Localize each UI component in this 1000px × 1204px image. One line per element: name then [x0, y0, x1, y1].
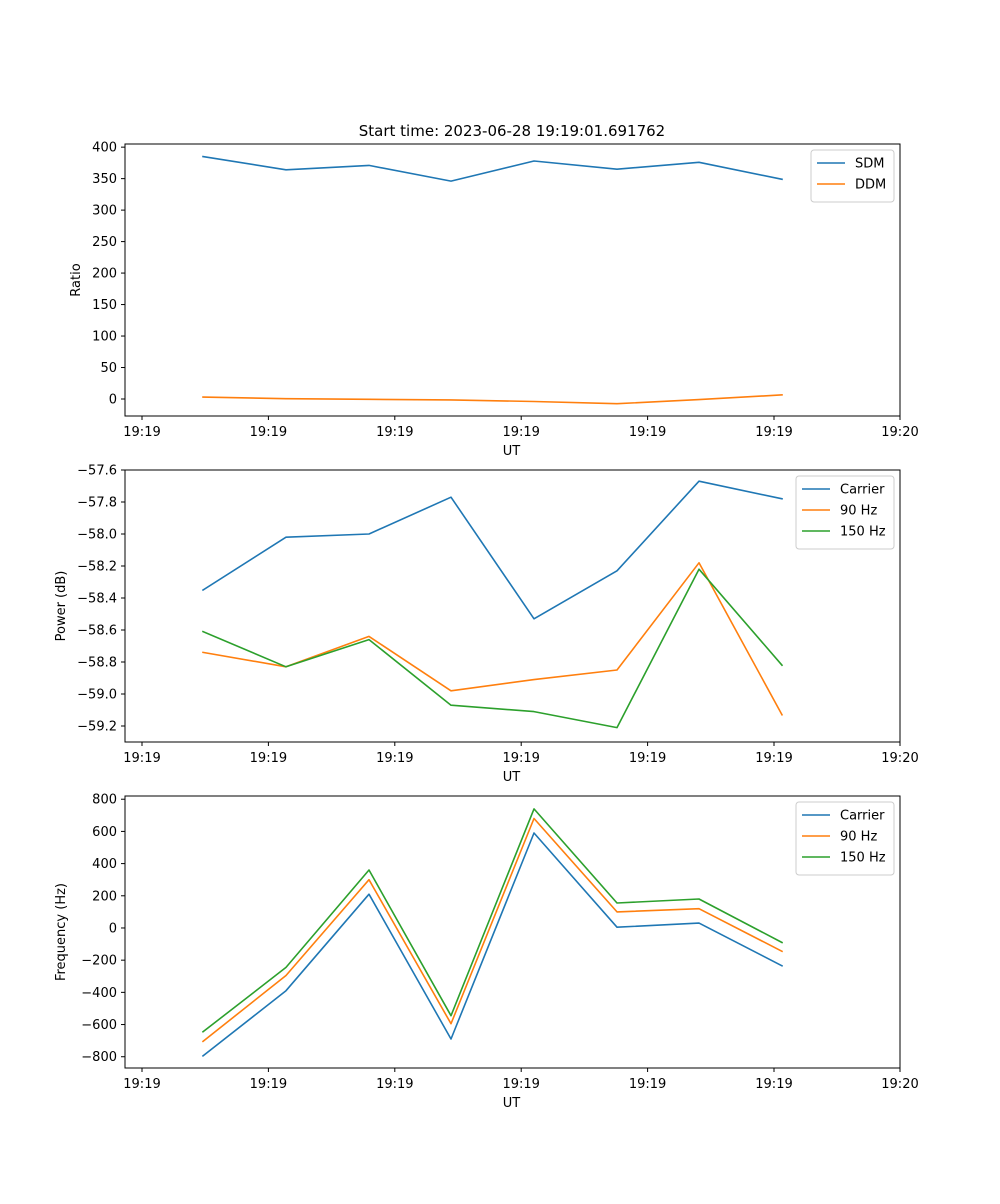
legend-label: Carrier — [840, 809, 885, 824]
series-line-ddm — [202, 394, 783, 405]
series-line-150-hz — [201, 808, 784, 1033]
x-tick-label: 19:20 — [881, 751, 918, 766]
y-tick-label: −58.4 — [77, 592, 117, 607]
y-tick-label: −600 — [81, 1018, 117, 1033]
y-tick-label: 0 — [109, 393, 117, 408]
x-axis-label: UT — [503, 770, 521, 785]
series-line-carrier — [201, 832, 784, 1058]
y-axis-label: Ratio — [69, 263, 84, 296]
legend: Carrier 90 Hz 150 Hz — [795, 801, 895, 876]
y-tick-label: 350 — [92, 172, 117, 187]
x-tick-label: 19:19 — [755, 425, 792, 440]
chart-panel-2: −59.2 −59.0 −58.8 −58.6 −58.4 −58.2 −58.0 −57.8… — [54, 464, 919, 786]
x-tick-label: 19:19 — [376, 1077, 413, 1092]
axes-frame — [124, 795, 901, 1069]
y-tick-label: 400 — [92, 141, 117, 156]
y-tick-label: 250 — [92, 235, 117, 250]
x-tick-label: 19:19 — [123, 1077, 160, 1092]
legend-label: 90 Hz — [840, 830, 877, 845]
axes-frame — [124, 143, 901, 417]
x-tick-label: 19:19 — [502, 751, 539, 766]
y-tick-label: −57.6 — [77, 464, 117, 479]
x-tick-label: 19:19 — [123, 425, 160, 440]
legend: Carrier 90 Hz 150 Hz — [795, 475, 895, 550]
legend-label: DDM — [855, 178, 886, 193]
legend-label: 90 Hz — [840, 504, 877, 519]
x-tick-label: 19:20 — [881, 425, 918, 440]
y-axis-label: Frequency (Hz) — [54, 883, 69, 981]
x-tick-label: 19:19 — [629, 1077, 666, 1092]
y-tick-label: 200 — [92, 889, 117, 904]
figure-title: Start time: 2023-06-28 19:19:01.691762 — [359, 122, 665, 140]
series-line-150-hz — [201, 568, 784, 729]
y-tick-label: −57.8 — [77, 496, 117, 511]
x-tick-label: 19:19 — [755, 1077, 792, 1092]
y-tick-label: −800 — [81, 1050, 117, 1065]
y-tick-label: 200 — [92, 267, 117, 282]
y-tick-label: 300 — [92, 204, 117, 219]
y-tick-label: 0 — [109, 921, 117, 936]
y-tick-label: 150 — [92, 298, 117, 313]
x-tick-label: 19:19 — [250, 425, 287, 440]
x-tick-label: 19:19 — [123, 751, 160, 766]
y-tick-label: −58.8 — [77, 656, 117, 671]
legend-label: Carrier — [840, 483, 885, 498]
series-line-sdm — [202, 155, 783, 182]
x-tick-label: 19:19 — [250, 751, 287, 766]
x-tick-label: 19:20 — [881, 1077, 918, 1092]
x-axis-label: UT — [503, 1096, 521, 1111]
y-tick-label: 100 — [92, 330, 117, 345]
y-axis-label: Power (dB) — [54, 571, 69, 642]
x-tick-label: 19:19 — [629, 751, 666, 766]
chart-panel-1: 0 50 100 150 200 250 300 350 400 19:19 19:19 19:19 1… — [69, 141, 919, 459]
y-tick-label: 50 — [100, 361, 117, 376]
x-tick-label: 19:19 — [502, 1077, 539, 1092]
legend-label: 150 Hz — [840, 525, 886, 540]
legend-label: SDM — [855, 157, 884, 172]
y-tick-label: 400 — [92, 857, 117, 872]
x-tick-label: 19:19 — [250, 1077, 287, 1092]
series-line-carrier — [201, 480, 783, 620]
series-line-90-hz — [201, 817, 784, 1043]
x-axis-label: UT — [503, 444, 521, 459]
y-tick-label: −200 — [81, 954, 117, 969]
axes-frame — [124, 469, 901, 743]
y-tick-label: −58.6 — [77, 624, 117, 639]
y-tick-label: −59.2 — [77, 720, 117, 735]
y-tick-label: −58.0 — [77, 528, 117, 543]
x-tick-label: 19:19 — [376, 751, 413, 766]
legend: SDM DDM — [810, 149, 895, 203]
y-tick-label: 800 — [92, 793, 117, 808]
x-tick-label: 19:19 — [502, 425, 539, 440]
chart-panel-3: −800 −600 −400 −200 0 200 400 600 800 19:19 19:19 1… — [54, 793, 919, 1111]
y-tick-label: −59.0 — [77, 688, 117, 703]
y-tick-label: −400 — [81, 986, 117, 1001]
legend-label: 150 Hz — [840, 851, 886, 866]
y-tick-label: −58.2 — [77, 560, 117, 575]
y-tick-label: 600 — [92, 825, 117, 840]
x-tick-label: 19:19 — [376, 425, 413, 440]
x-tick-label: 19:19 — [755, 751, 792, 766]
x-tick-label: 19:19 — [629, 425, 666, 440]
